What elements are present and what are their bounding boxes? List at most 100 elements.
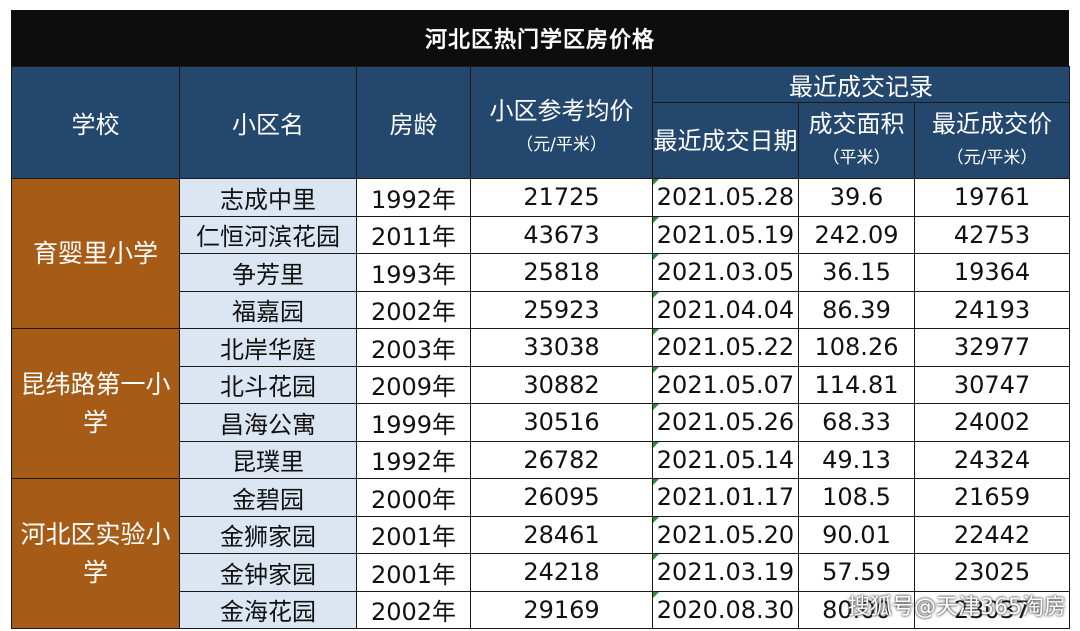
avg-price-cell: 29169	[470, 590, 653, 629]
age-cell: 1999年	[356, 403, 471, 442]
avg-price-cell: 21725	[470, 178, 653, 217]
school-cell: 昆纬路第一小学	[11, 328, 180, 479]
recent-price-cell: 23025	[913, 553, 1071, 592]
community-cell: 金海花园	[179, 590, 357, 629]
community-cell: 金狮家园	[179, 515, 357, 554]
age-cell: 1993年	[356, 253, 471, 292]
date-cell: 2021.05.22	[652, 328, 799, 367]
header-recent-group: 最近成交记录	[651, 66, 1071, 103]
age-cell: 1992年	[356, 178, 471, 217]
community-cell: 金碧园	[179, 478, 357, 517]
age-cell: 2001年	[356, 515, 471, 554]
header-recent-price-unit: （元/平米）	[946, 147, 1038, 168]
date-cell: 2021.05.14	[652, 440, 799, 479]
table-row: 育婴里小学 志成中里 1992年 21725 2021.05.28 39.6 19761	[11, 178, 1071, 329]
age-cell: 1992年	[356, 440, 471, 479]
avg-price-cell: 25923	[470, 290, 653, 329]
community-cell: 志成中里	[179, 178, 357, 217]
table-row: 金钟家园 2001年 24218 2021.03.19 57.59 23025	[12, 553, 1071, 592]
header-area-label: 成交面积	[808, 109, 905, 138]
age-cell: 2002年	[356, 590, 471, 629]
recent-price-cell: 19364	[913, 253, 1071, 292]
avg-price-cell: 30516	[470, 403, 653, 442]
age-cell: 2009年	[356, 365, 471, 404]
age-cell: 2003年	[356, 328, 471, 367]
header-age: 房龄	[356, 66, 471, 179]
price-table: 学校 小区名 房龄 小区参考均价 （元/平米） 最近成交记录 最近成交日期 成交…	[11, 66, 1071, 629]
community-cell: 北岸华庭	[179, 328, 357, 367]
date-cell: 2021.05.19	[652, 215, 799, 254]
date-cell: 2021.05.28	[652, 178, 799, 217]
recent-price-cell: 21659	[913, 478, 1071, 517]
date-cell: 2021.01.17	[652, 478, 799, 517]
avg-price-cell: 33038	[470, 328, 653, 367]
age-cell: 2001年	[356, 553, 471, 592]
recent-price-cell: 22442	[913, 515, 1071, 554]
table-row: 北斗花园 2009年 30882 2021.05.07 114.81 30747	[12, 365, 1071, 404]
recent-price-cell: 24002	[913, 403, 1071, 442]
date-cell: 2021.05.07	[652, 365, 799, 404]
table-row: 昌海公寓 1999年 30516 2021.05.26 68.33 24002	[12, 403, 1071, 442]
area-cell: 90.01	[798, 515, 915, 554]
avg-price-cell: 43673	[470, 215, 653, 254]
recent-price-cell: 30747	[913, 365, 1071, 404]
header-row-2: 最近成交日期 成交面积 （平米） 最近成交价 （元/平米）	[12, 102, 1071, 179]
avg-price-cell: 30882	[470, 365, 653, 404]
date-cell: 2021.03.05	[652, 253, 799, 292]
table-row: 福嘉园 2002年 25923 2021.04.04 86.39 24193	[12, 290, 1071, 329]
area-cell: 80.00	[798, 590, 915, 629]
avg-price-cell: 24218	[470, 553, 653, 592]
date-cell: 2021.05.20	[652, 515, 799, 554]
header-avg-price-unit: （元/平米）	[516, 134, 607, 155]
header-area-unit: （平米）	[822, 147, 891, 168]
date-cell: 2020.08.30	[652, 590, 799, 629]
community-cell: 福嘉园	[179, 290, 357, 329]
community-cell: 金钟家园	[179, 553, 357, 592]
header-recent-price-label: 最近成交价	[932, 109, 1052, 138]
date-cell: 2021.04.04	[652, 290, 799, 329]
header-school: 学校	[11, 66, 180, 179]
community-cell: 争芳里	[179, 253, 357, 292]
area-cell: 57.59	[798, 553, 915, 592]
header-community: 小区名	[179, 66, 357, 179]
table-row: 昆璞里 1992年 26782 2021.05.14 49.13 24324	[12, 440, 1071, 479]
recent-price-cell: 32977	[913, 328, 1071, 367]
area-cell: 68.33	[798, 403, 915, 442]
table-row: 昆纬路第一小学 北岸华庭 2003年 33038 2021.05.22 108.26 329…	[11, 328, 1071, 479]
recent-price-cell: 24193	[913, 290, 1071, 329]
age-cell: 2002年	[356, 290, 471, 329]
date-cell: 2021.05.26	[652, 403, 799, 442]
age-cell: 2011年	[356, 215, 471, 254]
age-cell: 2000年	[356, 478, 471, 517]
school-cell: 河北区实验小学	[11, 478, 180, 629]
recent-price-cell: 23037	[913, 590, 1071, 629]
avg-price-cell: 26095	[470, 478, 653, 517]
header-avg-price-label: 小区参考均价	[489, 96, 634, 125]
header-avg-price: 小区参考均价 （元/平米）	[470, 66, 653, 179]
avg-price-cell: 25818	[470, 253, 653, 292]
area-cell: 242.09	[798, 215, 915, 254]
area-cell: 39.6	[798, 178, 915, 217]
avg-price-cell: 28461	[470, 515, 653, 554]
area-cell: 49.13	[798, 440, 915, 479]
header-row-1: 学校 小区名 房龄 小区参考均价 （元/平米） 最近成交记录	[11, 66, 1071, 179]
area-cell: 108.5	[798, 478, 915, 517]
date-cell: 2021.03.19	[652, 553, 799, 592]
table-body: 育婴里小学 志成中里 1992年 21725 2021.05.28 39.6 19761 仁恒…	[11, 178, 1071, 629]
recent-price-cell: 24324	[913, 440, 1071, 479]
community-cell: 北斗花园	[179, 365, 357, 404]
avg-price-cell: 26782	[470, 440, 653, 479]
table-row: 河北区实验小学 金碧园 2000年 26095 2021.01.17 108.5 21659	[11, 478, 1071, 629]
area-cell: 114.81	[798, 365, 915, 404]
price-sheet: 河北区热门学区房价格 学校 小区名 房龄 小区参考均价 （元/平米） 最近成交记…	[11, 10, 1071, 629]
table-row: 争芳里 1993年 25818 2021.03.05 36.15 19364	[12, 253, 1071, 292]
header-area: 成交面积 （平米）	[798, 102, 915, 179]
community-cell: 昌海公寓	[179, 403, 357, 442]
community-cell: 昆璞里	[179, 440, 357, 479]
table-row: 金海花园 2002年 29169 2020.08.30 80.00 23037	[12, 590, 1071, 629]
school-cell: 育婴里小学	[11, 178, 180, 329]
area-cell: 86.39	[798, 290, 915, 329]
table-title: 河北区热门学区房价格	[11, 10, 1069, 66]
header-recent-date: 最近成交日期	[652, 102, 799, 179]
area-cell: 108.26	[798, 328, 915, 367]
